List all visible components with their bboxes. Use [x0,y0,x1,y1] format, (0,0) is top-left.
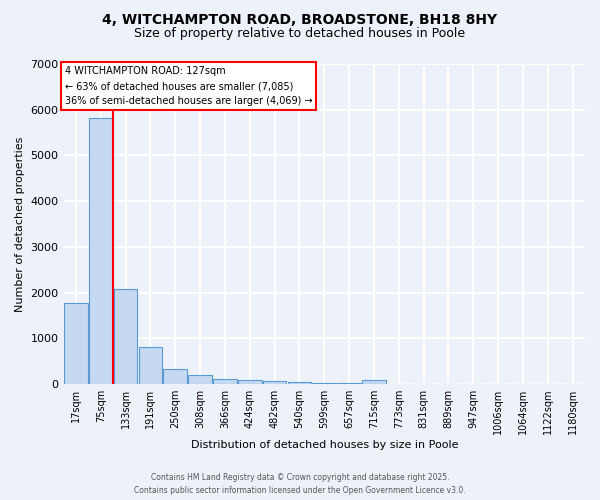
Bar [337,383,361,384]
Bar [263,381,286,384]
Y-axis label: Number of detached properties: Number of detached properties [15,136,25,312]
Bar [188,375,212,384]
Bar [114,289,137,384]
Bar [238,380,262,384]
Bar [139,346,162,384]
Bar [313,382,336,384]
Bar [163,369,187,384]
Bar [89,118,113,384]
Text: 4 WITCHAMPTON ROAD: 127sqm
← 63% of detached houses are smaller (7,085)
36% of s: 4 WITCHAMPTON ROAD: 127sqm ← 63% of deta… [65,66,313,106]
Text: Contains HM Land Registry data © Crown copyright and database right 2025.
Contai: Contains HM Land Registry data © Crown c… [134,474,466,495]
Text: Size of property relative to detached houses in Poole: Size of property relative to detached ho… [134,28,466,40]
Bar [362,380,386,384]
Bar [287,382,311,384]
Bar [213,378,237,384]
Text: 4, WITCHAMPTON ROAD, BROADSTONE, BH18 8HY: 4, WITCHAMPTON ROAD, BROADSTONE, BH18 8H… [103,12,497,26]
X-axis label: Distribution of detached houses by size in Poole: Distribution of detached houses by size … [191,440,458,450]
Bar [64,302,88,384]
